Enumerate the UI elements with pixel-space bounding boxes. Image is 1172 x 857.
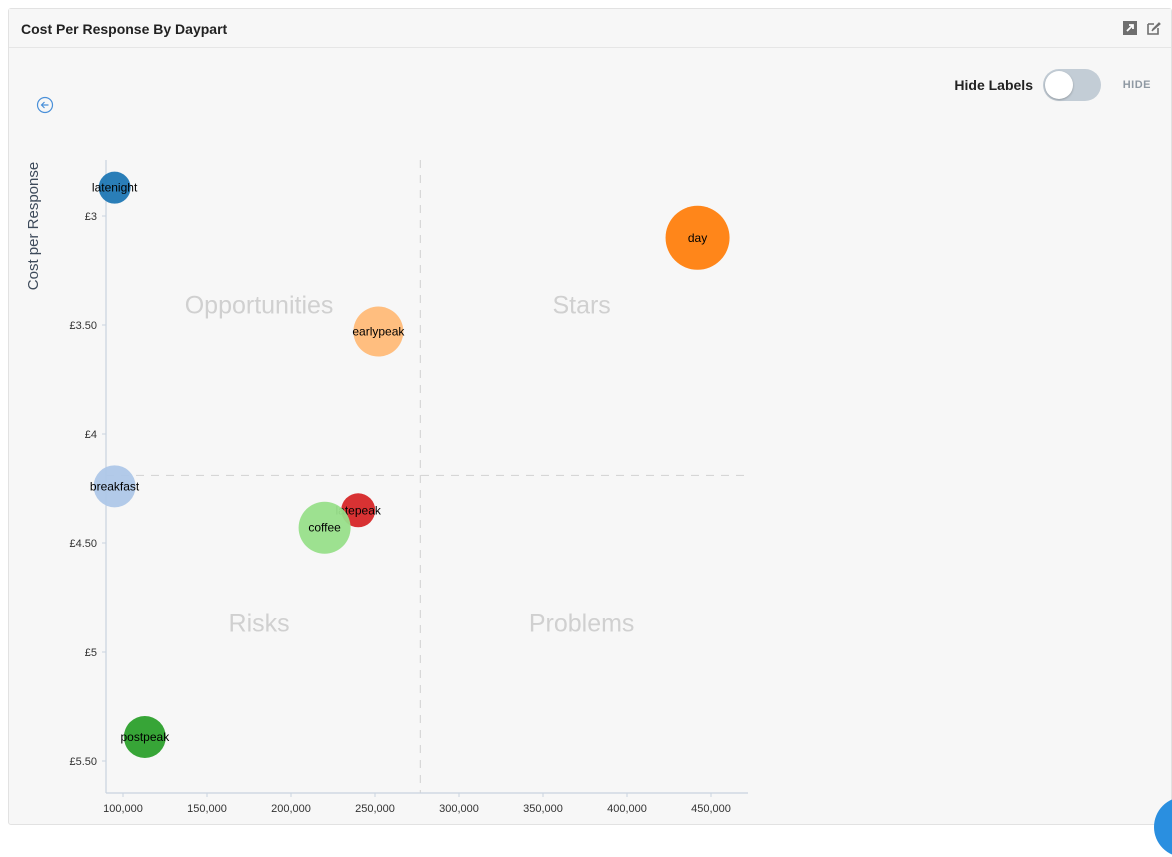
y-tick-label: £5.50	[69, 756, 97, 768]
x-tick-label: 350,000	[523, 803, 563, 815]
y-tick-label: £4	[85, 429, 97, 441]
x-tick-label: 100,000	[103, 803, 143, 815]
x-tick-label: 300,000	[439, 803, 479, 815]
x-tick-label: 200,000	[271, 803, 311, 815]
data-point-label: postpeak	[120, 730, 170, 744]
panel-title: Cost Per Response By Daypart	[21, 21, 228, 37]
y-tick-label: £3	[85, 211, 97, 223]
toggle-state-text: HIDE	[1122, 79, 1151, 91]
data-point-label: latepeak	[336, 503, 382, 517]
x-tick-label: 250,000	[355, 803, 395, 815]
hide-labels-toggle[interactable]	[1043, 69, 1101, 101]
y-tick-label: £5	[85, 647, 97, 659]
data-point	[298, 501, 351, 554]
data-point	[665, 205, 730, 270]
quadrant-label: Opportunities	[185, 291, 334, 319]
expand-icon[interactable]	[1122, 20, 1138, 36]
data-point	[93, 465, 136, 508]
data-point	[353, 306, 404, 357]
edit-icon[interactable]	[1146, 20, 1162, 36]
toggle-knob	[1045, 71, 1073, 99]
data-point	[123, 716, 166, 759]
back-arrow-icon[interactable]	[36, 96, 54, 114]
data-point-label: breakfast	[90, 479, 140, 493]
y-tick-label: £4.50	[69, 538, 97, 550]
x-tick-label: 400,000	[607, 803, 647, 815]
data-point-label: coffee	[308, 521, 341, 535]
chart-panel: Cost Per Response By Daypart Hide Labels…	[8, 8, 1172, 825]
quadrant-label: Risks	[229, 610, 290, 638]
panel-header: Cost Per Response By Daypart	[9, 9, 1171, 48]
data-point-label: latenight	[92, 181, 138, 195]
x-tick-label: 450,000	[691, 803, 731, 815]
data-point	[341, 493, 376, 528]
quadrant-label: Problems	[529, 610, 635, 638]
x-tick-label: 150,000	[187, 803, 227, 815]
data-point-label: earlypeak	[352, 325, 405, 339]
y-tick-label: £3.50	[69, 320, 97, 332]
hide-labels-label: Hide Labels	[954, 77, 1033, 93]
data-point	[98, 171, 131, 204]
quadrant-label: Stars	[552, 291, 610, 319]
y-axis-title: Cost per Response	[25, 162, 42, 290]
data-point-label: day	[688, 231, 707, 245]
scatter-chart: Opportunities Stars Risks Problems £3 £3.50 £4…	[25, 160, 748, 815]
